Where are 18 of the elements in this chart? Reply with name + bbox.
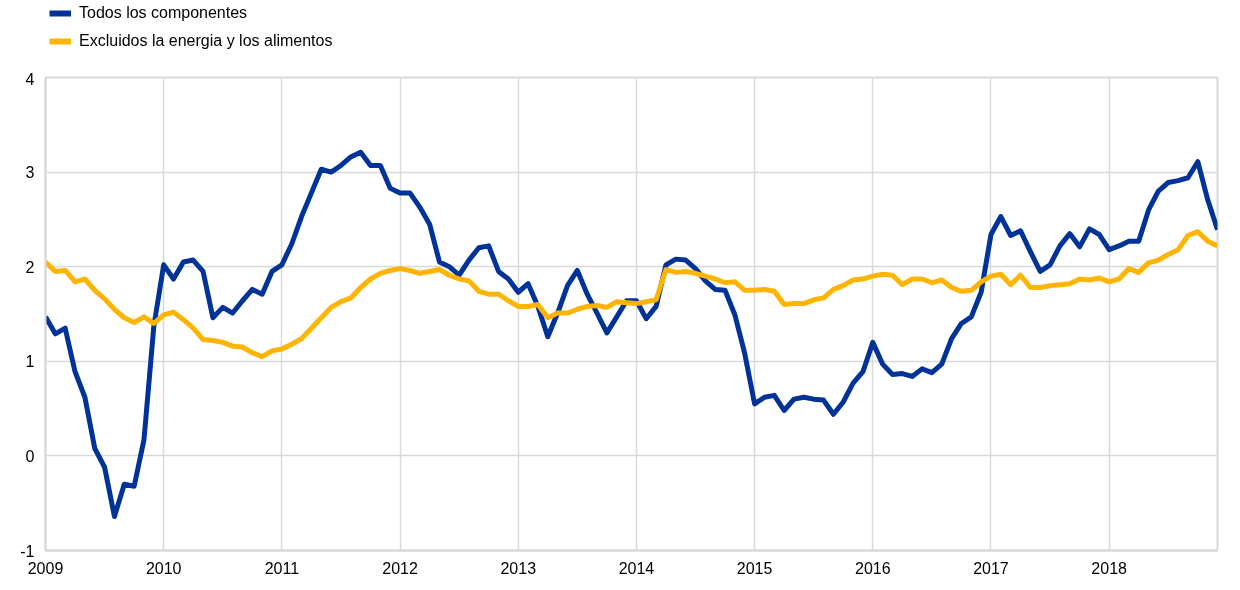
x-tick-label: 2009 [27, 559, 64, 577]
y-tick-label: -1 [20, 542, 35, 560]
y-tick-label: 1 [25, 353, 35, 371]
x-tick-label: 2017 [973, 559, 1009, 577]
legend-label: Todos los componentes [79, 4, 248, 22]
x-tick-label: 2010 [145, 559, 182, 577]
y-tick-label: 2 [25, 258, 35, 276]
x-tick-label: 2013 [500, 559, 537, 577]
y-tick-label: 4 [25, 70, 35, 88]
y-tick-label: 0 [25, 447, 35, 465]
x-tick-label: 2016 [855, 559, 891, 577]
legend-label: Excluidos la energia y los alimentos [79, 32, 333, 50]
x-tick-label: 2012 [382, 559, 418, 577]
x-tick-label: 2014 [618, 559, 655, 577]
x-tick-label: 2018 [1091, 559, 1128, 577]
y-tick-label: 3 [25, 164, 35, 182]
x-tick-label: 2011 [264, 559, 300, 577]
x-tick-label: 2015 [736, 559, 773, 577]
